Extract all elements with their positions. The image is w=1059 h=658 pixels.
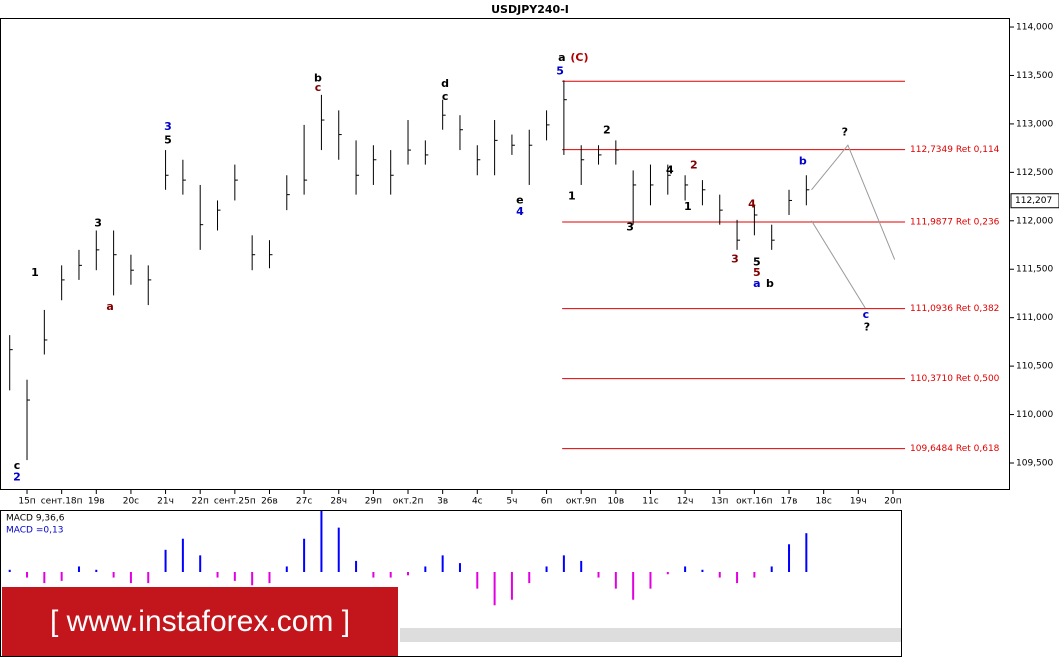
wave-label: 1 — [568, 190, 576, 203]
y-tick-label: 110,500 — [1016, 362, 1053, 372]
wave-label: 5 — [556, 65, 564, 78]
projection — [811, 220, 866, 309]
x-tick-label: 19ч — [850, 497, 867, 507]
y-tick-label: 113,000 — [1016, 119, 1053, 129]
x-tick-label: окт.2п — [393, 497, 424, 507]
x-tick-label: 15п — [18, 497, 35, 507]
chart-title: USDJPY240-I — [491, 3, 569, 16]
x-tick-label: окт.16п — [736, 497, 772, 507]
last-price-label: 112,207 — [1015, 196, 1052, 206]
wave-label: 4 — [666, 163, 674, 176]
y-tick-label: 114,000 — [1016, 23, 1053, 33]
wave-label: a — [753, 277, 760, 290]
x-tick-label: 11с — [642, 497, 658, 507]
macd-label: MACD =0,13 — [6, 526, 63, 536]
x-tick-label: 19в — [88, 497, 105, 507]
y-tick-label: 110,000 — [1016, 410, 1053, 420]
wave-label: e — [516, 193, 523, 206]
wave-label: 4 — [516, 205, 524, 218]
x-tick-label: 4с — [472, 497, 483, 507]
x-tick-label: 10в — [607, 497, 624, 507]
x-tick-label: 5ч — [506, 497, 517, 507]
x-tick-label: 26в — [261, 497, 278, 507]
fib-label: 109,6484 Ret 0,618 — [910, 444, 1000, 454]
wave-label: 3 — [731, 253, 739, 266]
macd-frame — [0, 510, 902, 657]
wave-label: 2 — [13, 471, 21, 484]
wave-label: a — [106, 300, 113, 313]
x-tick-label: 21ч — [157, 497, 174, 507]
wave-label: 1 — [684, 200, 692, 213]
y-tick-label: 112,000 — [1016, 216, 1053, 226]
wave-label: b — [314, 71, 322, 84]
wave-label: ? — [864, 320, 870, 333]
wave-label: 2 — [603, 124, 611, 137]
wave-label: 2 — [690, 159, 698, 172]
y-tick-label: 111,500 — [1016, 265, 1053, 275]
x-tick-label: 6п — [541, 497, 553, 507]
x-tick-label: 29п — [365, 497, 382, 507]
price-frame — [0, 18, 1010, 490]
wave-label: c — [14, 459, 21, 472]
projection — [811, 144, 896, 260]
fib-label: 112,7349 Ret 0,114 — [910, 145, 1000, 155]
wave-label: 1 — [31, 266, 39, 279]
wave-label: 3 — [626, 221, 634, 234]
x-tick-label: 12ч — [677, 497, 694, 507]
wave-label: c — [442, 90, 449, 103]
x-tick-label: 13п — [711, 497, 728, 507]
wave-label: 5 — [753, 255, 761, 268]
wave-label: a — [558, 51, 565, 64]
y-tick-label: 111,000 — [1016, 313, 1053, 323]
y-tick-label: 109,500 — [1016, 459, 1053, 469]
x-tick-label: 28ч — [330, 497, 347, 507]
x-tick-label: окт.9п — [566, 497, 597, 507]
x-tick-label: сент.18п — [41, 497, 83, 507]
fib-label: 110,3710 Ret 0,500 — [910, 374, 1000, 384]
y-tick-label: 113,500 — [1016, 71, 1053, 81]
wave-label: 4 — [748, 197, 756, 210]
scroll-strip — [400, 628, 901, 642]
x-tick-label: 18с — [815, 497, 831, 507]
x-tick-label: 22п — [192, 497, 209, 507]
x-tick-label: 20п — [884, 497, 901, 507]
x-tick-label: 20с — [123, 497, 139, 507]
last-price-box — [1010, 193, 1059, 209]
wave-label: 5 — [753, 266, 761, 279]
wave-label: b — [799, 155, 807, 168]
wave-label: ? — [842, 126, 848, 139]
wave-label: c — [315, 81, 322, 94]
macd-label: MACD 9,36,6 — [6, 514, 65, 524]
watermark: [ www.instaforex.com ] — [2, 587, 398, 656]
fib-label: 111,9877 Ret 0,236 — [910, 217, 1000, 227]
y-tick-label: 112,500 — [1016, 168, 1053, 178]
x-tick-label: 27с — [296, 497, 312, 507]
wave-label: (C) — [570, 51, 588, 64]
wave-label: b — [766, 277, 774, 290]
wave-label: 3 — [94, 217, 102, 230]
wave-label: 3 — [164, 120, 172, 133]
wave-label: c — [863, 308, 870, 321]
x-tick-label: сент.25п — [214, 497, 256, 507]
x-tick-label: 17в — [781, 497, 798, 507]
wave-label: 5 — [164, 133, 172, 146]
x-tick-label: 3в — [437, 497, 448, 507]
wave-label: d — [441, 77, 449, 90]
fib-label: 111,0936 Ret 0,382 — [910, 304, 999, 314]
